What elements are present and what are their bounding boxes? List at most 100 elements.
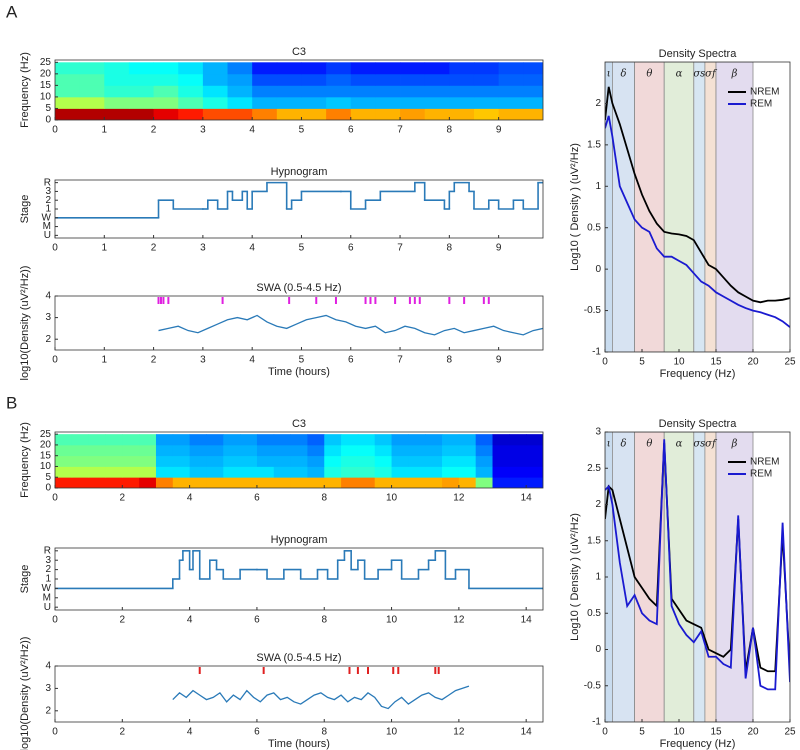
heat-cell <box>153 73 179 86</box>
heat-cell <box>408 444 426 457</box>
y-tick-label: -0.5 <box>584 680 602 691</box>
heat-cell <box>326 62 352 75</box>
heat-cell <box>172 477 191 488</box>
x-tick-label: 8 <box>321 615 327 626</box>
heat-cell <box>375 85 401 98</box>
heat-cell <box>178 62 204 75</box>
heat-cell <box>202 96 228 109</box>
heat-cell <box>227 85 253 98</box>
heat-cell <box>276 108 302 120</box>
heat-cell <box>341 466 359 478</box>
heat-cell <box>55 455 73 467</box>
plot-area <box>55 62 543 120</box>
heat-cell <box>139 434 157 446</box>
heat-cell <box>252 85 278 98</box>
heat-cell <box>498 108 524 120</box>
heat-cell <box>473 62 500 75</box>
heat-cell <box>350 73 376 86</box>
heat-cell <box>172 466 191 478</box>
y-tick-label: 2 <box>595 98 601 109</box>
heat-cell <box>79 108 105 120</box>
heat-cell <box>442 477 460 488</box>
heat-cell <box>408 477 426 488</box>
heat-cell <box>498 62 524 75</box>
x-tick-label: 4 <box>249 125 255 136</box>
panel-label: B <box>6 393 17 412</box>
heat-cell <box>252 73 278 86</box>
heat-cell <box>189 444 207 457</box>
x-tick-label: 5 <box>639 727 645 738</box>
heat-cell <box>240 455 258 467</box>
x-tick-label: 6 <box>254 727 260 738</box>
heat-cell <box>155 466 174 478</box>
legend-label: REM <box>750 469 772 480</box>
x-tick-label: 10 <box>673 727 685 738</box>
heat-cell <box>425 477 443 488</box>
heat-cell <box>290 466 308 478</box>
y-tick-label: 3 <box>45 312 51 323</box>
heat-cell <box>475 434 493 446</box>
y-tick-label: 3 <box>45 186 51 197</box>
heat-cell <box>105 466 123 478</box>
data-line <box>605 442 790 673</box>
heat-cell <box>357 455 376 467</box>
heat-cell <box>374 477 392 488</box>
x-tick-label: 6 <box>348 125 354 136</box>
heat-cell <box>475 477 493 488</box>
heat-cell <box>290 434 308 446</box>
band-label: ι <box>607 69 611 80</box>
chart-title: SWA (0.5-4.5 Hz) <box>256 652 341 664</box>
heat-cell <box>307 444 325 457</box>
heat-cell <box>55 444 73 457</box>
x-tick-label: 1 <box>102 243 108 254</box>
heat-cell <box>424 108 450 120</box>
chart-title: C3 <box>292 418 306 430</box>
legend-label: NREM <box>750 457 779 468</box>
heat-cell <box>442 434 460 446</box>
y-tick-label: 1.5 <box>587 535 601 546</box>
heat-cell <box>326 73 352 86</box>
heat-cell <box>307 434 325 446</box>
heat-cell <box>473 85 500 98</box>
heat-cell <box>523 62 543 75</box>
heat-cell <box>104 108 130 120</box>
heat-cell <box>324 455 342 467</box>
x-tick-label: 6 <box>348 355 354 366</box>
heat-cell <box>55 477 73 488</box>
chart-title: Density Spectra <box>659 418 738 430</box>
heat-cell <box>227 62 253 75</box>
heat-cell <box>492 477 510 488</box>
heat-cell <box>391 477 409 488</box>
x-tick-label: 25 <box>784 357 796 368</box>
x-tick-label: 20 <box>747 357 759 368</box>
heat-cell <box>509 477 527 488</box>
heat-cell <box>88 477 106 488</box>
x-tick-label: 4 <box>187 727 193 738</box>
x-tick-label: 9 <box>496 243 502 254</box>
heat-cell <box>301 73 327 86</box>
y-tick-label: 20 <box>40 440 52 451</box>
heat-cell <box>442 455 460 467</box>
heat-cell <box>206 434 224 446</box>
heat-cell <box>153 96 179 109</box>
heat-cell <box>105 477 123 488</box>
x-tick-label: 20 <box>747 727 759 738</box>
data-line <box>605 115 790 328</box>
y-tick-label: 1 <box>595 572 601 583</box>
heat-cell <box>105 434 123 446</box>
x-tick-label: 4 <box>187 615 193 626</box>
heat-cell <box>223 477 241 488</box>
heat-cell <box>492 455 510 467</box>
heat-cell <box>424 96 450 109</box>
heat-cell <box>55 62 81 75</box>
y-tick-label: R <box>44 177 51 188</box>
heat-cell <box>122 477 140 488</box>
band-label: σf <box>705 439 718 450</box>
x-tick-label: 6 <box>254 493 260 504</box>
heat-cell <box>227 108 253 120</box>
x-tick-label: 0 <box>602 727 608 738</box>
plot-area <box>605 432 790 722</box>
heat-cell <box>223 455 241 467</box>
x-tick-label: 8 <box>447 243 453 254</box>
y-tick-label: M <box>43 592 51 603</box>
